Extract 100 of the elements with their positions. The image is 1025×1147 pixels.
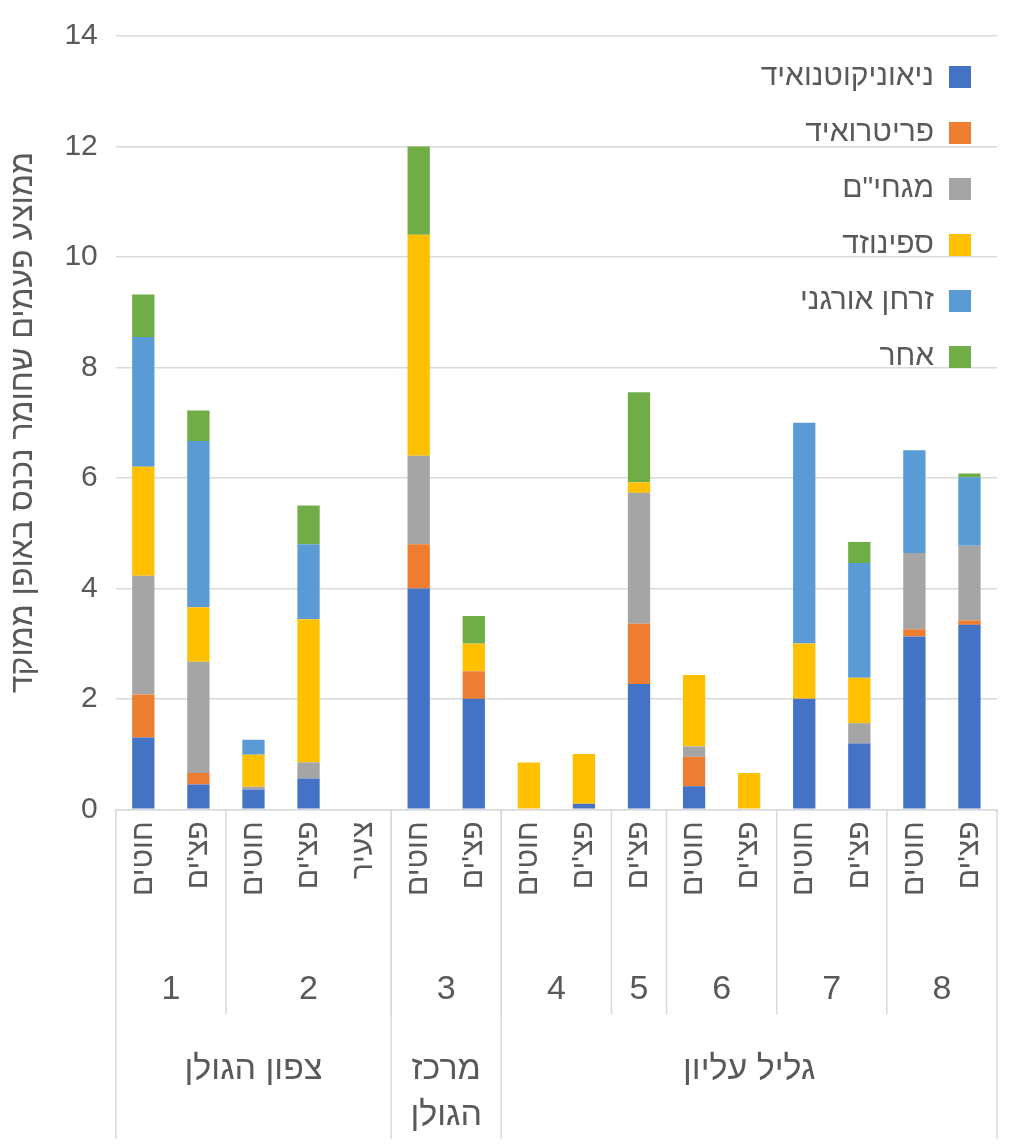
bar <box>462 643 485 672</box>
bar <box>958 477 981 546</box>
x-tick-label: פצ'ים <box>950 821 984 890</box>
bar <box>848 677 871 724</box>
y-tick-label: 14 <box>64 17 98 51</box>
bar <box>572 803 596 809</box>
bar <box>627 492 651 624</box>
x-tick-label: חוטים <box>399 821 433 897</box>
bar <box>297 505 320 545</box>
bar <box>187 661 210 773</box>
bar <box>958 624 981 809</box>
bar <box>793 422 816 644</box>
x-tick-label: חוטים <box>124 821 158 897</box>
bar <box>297 778 320 809</box>
bar <box>132 737 155 809</box>
y-tick-label: 10 <box>64 238 98 272</box>
text: מרכז הגולן <box>410 1047 483 1132</box>
bar <box>407 455 430 545</box>
x-tick-label: חוטים <box>234 821 268 897</box>
bar <box>297 619 320 763</box>
bar <box>407 146 430 235</box>
text: 7 <box>822 967 842 1006</box>
text: 6 <box>712 967 732 1006</box>
y-tick-label: 2 <box>81 680 98 714</box>
legend-label: אחר <box>879 338 935 372</box>
bar <box>793 643 816 699</box>
text: צפון הגולן <box>184 1047 323 1086</box>
y-axis-title: ממוצע פעמים שחומר נכנס באופן ממוקד <box>3 152 40 694</box>
bar <box>958 620 981 625</box>
x-tick-label: צעיר <box>344 821 378 879</box>
y-tick-label: 4 <box>81 569 98 603</box>
bar <box>187 772 210 785</box>
legend-label: מגחי"ם <box>842 170 934 204</box>
bar <box>132 294 155 338</box>
x-tick-label: חוטים <box>675 821 709 897</box>
bar <box>407 588 430 809</box>
bar <box>627 623 651 684</box>
bar <box>297 762 320 779</box>
y-tick-label: 12 <box>64 127 98 161</box>
bar <box>848 743 871 809</box>
bar <box>958 545 981 621</box>
bar <box>462 698 485 809</box>
bar <box>848 541 871 563</box>
bar <box>407 544 430 589</box>
bar <box>627 392 651 483</box>
y-tick-label: 8 <box>81 348 98 382</box>
x-tick-label: פצ'ים <box>840 821 874 890</box>
text: 1 <box>161 967 181 1006</box>
bar <box>682 786 706 809</box>
text: גליל עליון <box>683 1047 816 1086</box>
bar <box>682 675 706 747</box>
bar <box>187 607 210 662</box>
x-tick-label: פצ'ים <box>620 821 654 890</box>
bar <box>187 410 210 441</box>
bar <box>682 746 706 757</box>
bar <box>627 482 651 493</box>
x-tick-label: פצ'ים <box>455 821 489 890</box>
x-tick-label: פצ'ים <box>730 821 764 890</box>
bar <box>958 473 981 478</box>
bar <box>848 562 871 678</box>
bar <box>297 544 320 620</box>
x-tick-label: חוטים <box>510 821 544 897</box>
bar <box>132 337 155 467</box>
text: 5 <box>629 967 649 1006</box>
text: 4 <box>546 967 566 1006</box>
text: 3 <box>436 967 456 1006</box>
bar <box>132 466 155 576</box>
x-tick-label: פצ'ים <box>179 821 213 890</box>
bar <box>462 671 485 699</box>
bar <box>903 450 926 554</box>
bar <box>793 698 816 809</box>
x-tick-label: חוטים <box>785 821 819 897</box>
bar <box>132 694 155 738</box>
bar <box>242 789 265 809</box>
x-tick-label: פצ'ים <box>289 821 323 890</box>
bar <box>738 772 761 809</box>
text: 8 <box>932 967 952 1006</box>
bar <box>187 440 210 608</box>
bar <box>848 723 871 744</box>
bar <box>572 754 596 804</box>
bar <box>903 553 926 630</box>
bar <box>242 754 265 787</box>
bar <box>903 629 926 637</box>
bar <box>132 575 155 695</box>
x-tick-label: פצ'ים <box>565 821 599 890</box>
legend-label: זרחן אורגני <box>799 282 935 316</box>
legend-label: פריטרואיד <box>805 114 934 148</box>
bar <box>242 739 265 755</box>
bar <box>462 616 485 644</box>
x-tick-label: חוטים <box>895 821 929 897</box>
bar <box>517 762 540 809</box>
legend-label: ספינוזד <box>842 226 934 260</box>
bar <box>187 784 210 809</box>
bar <box>682 756 706 787</box>
legend-label: ניאוניקוטנואיד <box>760 58 934 92</box>
bar <box>627 683 651 809</box>
text: 2 <box>299 967 318 1006</box>
y-tick-label: 6 <box>81 459 98 493</box>
bar <box>903 636 926 809</box>
y-tick-label: 0 <box>81 790 98 824</box>
